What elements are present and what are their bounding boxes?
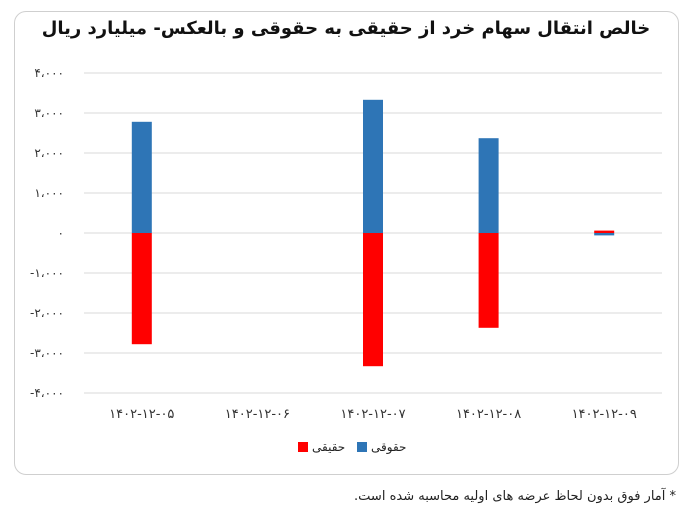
y-tick-label: -۲،۰۰۰ (30, 306, 64, 320)
y-tick-label: ۴،۰۰۰ (34, 66, 64, 80)
chart-plot: ۴،۰۰۰ ۳،۰۰۰ ۲،۰۰۰ ۱،۰۰۰ ۰ -۱،۰۰۰ -۲،۰۰۰ -۳،۰۰۰ -… (30, 66, 662, 455)
y-tick-label: -۳،۰۰۰ (30, 346, 64, 360)
legend-label: حقیقی (312, 440, 345, 454)
footnote: * آمار فوق بدون لحاظ عرضه های اولیه محاس… (354, 489, 676, 504)
legend-swatch (298, 442, 308, 452)
y-tick-label: ۳،۰۰۰ (34, 106, 64, 120)
bar (363, 99, 383, 233)
bar (131, 233, 152, 345)
y-tick-label: ۰ (58, 226, 64, 240)
bar (363, 233, 383, 367)
y-tick-label: ۱،۰۰۰ (34, 186, 64, 200)
bar (478, 138, 499, 233)
y-tick-label: -۱،۰۰۰ (30, 266, 64, 280)
y-tick-label: ۲،۰۰۰ (34, 146, 64, 160)
bar (131, 121, 152, 233)
x-tick-label: ۱۴۰۲-۱۲-۰۹ (572, 407, 637, 422)
legend-swatch (357, 442, 367, 452)
x-tick-label: ۱۴۰۲-۱۲-۰۵ (109, 407, 174, 422)
bar (594, 233, 615, 236)
y-tick-label: -۴،۰۰۰ (30, 386, 64, 400)
chart-title: خالص انتقال سهام خرد از حقیقی به حقوقی و… (41, 18, 651, 39)
chart-card (14, 11, 679, 475)
bar (478, 233, 499, 328)
legend-label: حقوقی (371, 440, 406, 455)
x-tick-label: ۱۴۰۲-۱۲-۰۶ (225, 407, 290, 422)
bar (594, 230, 615, 233)
x-tick-label: ۱۴۰۲-۱۲-۰۸ (456, 407, 521, 422)
x-tick-label: ۱۴۰۲-۱۲-۰۷ (340, 407, 405, 422)
